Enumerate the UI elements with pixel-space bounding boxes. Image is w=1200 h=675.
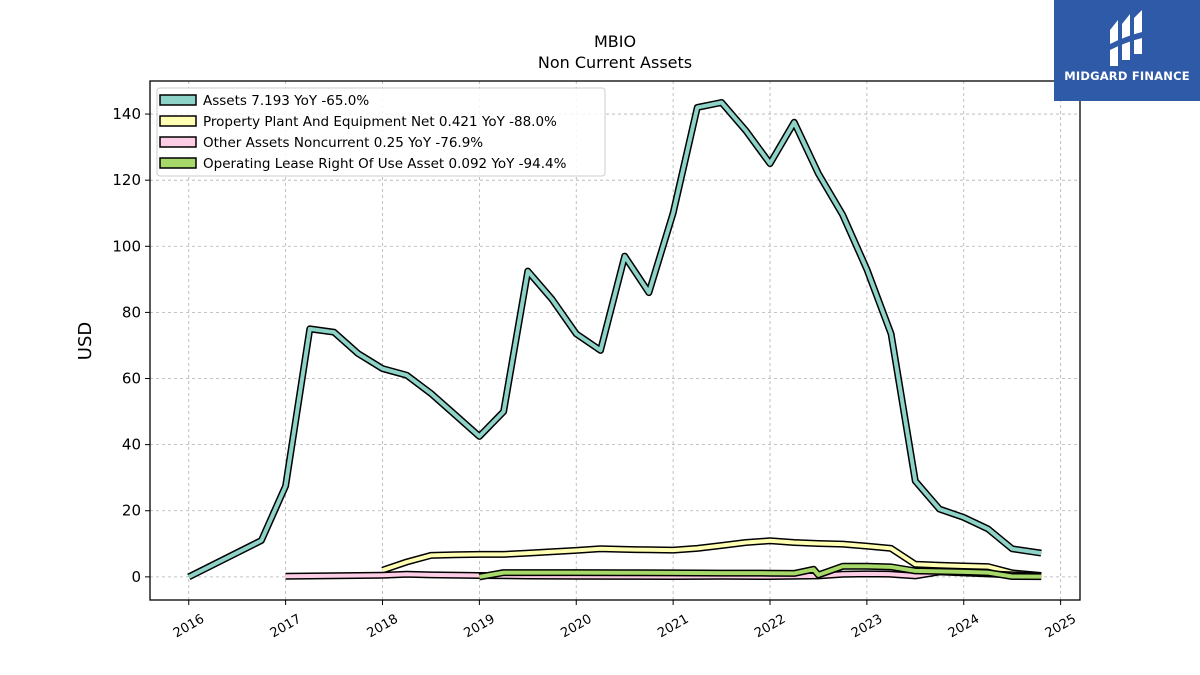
legend: Assets 7.193 YoY -65.0% Property Plant An…	[156, 87, 606, 177]
y-tick-label: 100	[112, 237, 141, 255]
x-tick-label: 2016	[171, 612, 207, 642]
y-tick-label: 40	[122, 436, 141, 454]
x-tick-label: 2022	[752, 612, 788, 642]
x-axis: 2016 2017 2018 2019 2020 2021 2022 2023 2024 2025	[171, 600, 1079, 641]
legend-swatch	[159, 115, 197, 127]
legend-swatch	[159, 157, 197, 169]
legend-box	[156, 87, 606, 177]
midgard-logo-icon	[1110, 10, 1142, 66]
series-line-operating-lease-right-of-use-asset	[479, 564, 1042, 579]
y-axis: 0 20 40 60 80 100 120 140	[112, 105, 150, 586]
y-tick-label: 60	[122, 370, 141, 388]
brand-logo: MIDGARD FINANCE	[1054, 0, 1200, 101]
chart-subtitle: Non Current Assets	[538, 53, 692, 72]
legend-swatch	[159, 136, 197, 148]
chart-title: MBIO	[594, 32, 636, 51]
legend-entry: Property Plant And Equipment Net 0.421 Y…	[203, 114, 557, 130]
x-tick-label: 2025	[1043, 612, 1079, 642]
y-tick-label: 120	[112, 171, 141, 189]
grid	[150, 81, 1080, 600]
x-tick-label: 2023	[849, 612, 885, 642]
x-tick-label: 2018	[365, 612, 401, 642]
legend-entry: Other Assets Noncurrent 0.25 YoY -76.9%	[203, 135, 483, 151]
x-tick-label: 2020	[558, 612, 594, 642]
brand-name: MIDGARD FINANCE	[1064, 69, 1190, 83]
x-tick-label: 2021	[655, 612, 691, 642]
y-tick-label: 0	[131, 568, 141, 586]
legend-swatch	[159, 94, 197, 106]
series-line-property-plant-and-equipment-net	[381, 538, 1042, 578]
x-tick-label: 2019	[462, 612, 498, 642]
y-tick-label: 20	[122, 502, 141, 520]
series-line-assets	[187, 100, 1042, 579]
x-tick-label: 2017	[268, 612, 304, 642]
legend-entry: Operating Lease Right Of Use Asset 0.092…	[203, 156, 567, 172]
x-tick-label: 2024	[946, 612, 982, 642]
y-tick-label: 140	[112, 105, 141, 123]
y-axis-label: USD	[75, 322, 96, 360]
plot-frame	[149, 80, 1081, 601]
series-lines	[187, 99, 1042, 581]
legend-entry: Assets 7.193 YoY -65.0%	[203, 93, 369, 109]
y-tick-label: 80	[122, 303, 141, 321]
